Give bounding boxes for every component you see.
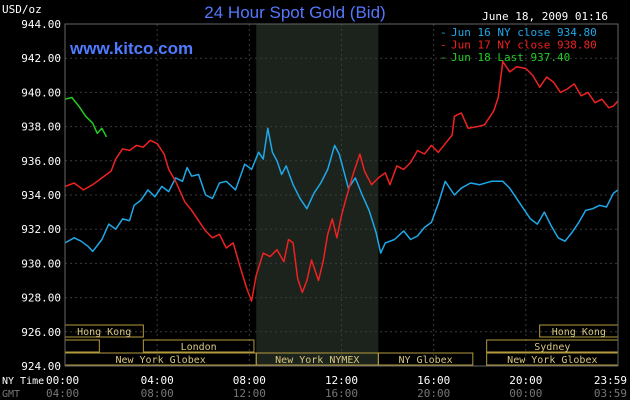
legend-entry: Jun 18 Last 937.40 [451,51,570,64]
session-label: Sydney [534,342,570,353]
gmt-label: GMT [2,389,20,400]
x-tick-label-gmt: 16:00 [325,387,358,400]
y-tick-label: 940.00 [21,86,61,99]
legend-swatch: - [440,39,447,52]
x-tick-label-ny: 12:00 [325,374,358,387]
session-label: Hong Kong [552,327,606,338]
ny-time-label: NY Time [2,376,44,387]
y-unit-label: USD/oz [2,3,42,16]
series-layer [64,60,619,302]
plot-border [64,23,619,367]
y-tick-label: 942.00 [21,52,61,65]
legend-swatch: - [440,51,447,64]
y-tick-label: 932.00 [21,223,61,236]
series-line-2 [64,96,108,138]
legend-swatch: - [440,26,447,39]
y-tick-label: 926.00 [21,326,61,339]
series-line-1 [64,60,619,302]
x-tick-label-ny: 20:00 [509,374,542,387]
x-tick-label-gmt: 00:00 [509,387,542,400]
x-tick-label-ny: 23:59 [594,374,627,387]
x-tick-label-ny: 08:00 [233,374,266,387]
y-tick-label: 938.00 [21,121,61,134]
series-line-0 [64,127,619,254]
x-tick-label-gmt: 04:00 [46,387,79,400]
y-tick-label: 924.00 [21,360,61,373]
session-label: London [181,342,217,353]
legend-entry: Jun 17 NY close 938.80 [451,39,597,52]
session-label: NY Globex [399,355,453,366]
x-tick-label-gmt: 20:00 [417,387,450,400]
session-label: New York Globex [115,355,205,366]
y-tick-label: 936.00 [21,155,61,168]
legend-entry: Jun 16 NY close 934.80 [451,26,597,39]
timestamp: June 18, 2009 01:16 [482,10,608,23]
legend: - Jun 16 NY close 934.80- Jun 17 NY close … [440,26,597,64]
x-tick-label-gmt: 03:59 [594,387,627,400]
session-label: New York Globex [507,355,597,366]
x-tick-label-ny: 04:00 [141,374,174,387]
x-tick-label-gmt: 08:00 [141,387,174,400]
y-tick-label: 944.00 [21,18,61,31]
session-box [142,339,255,353]
y-tick-label: 934.00 [21,189,61,202]
session-box [377,352,474,366]
axes: 944.00 942.00 940.00 938.00 936.00 934.00 932.… [21,18,627,400]
chart-title: 24 Hour Spot Gold (Bid) [204,3,385,22]
session-label: New York NYMEX [275,355,359,366]
session-label: Hong Kong [77,327,131,338]
x-tick-label-ny: 16:00 [417,374,450,387]
x-tick-label-ny: 00:00 [46,374,79,387]
y-tick-label: 930.00 [21,257,61,270]
site-watermark: www.kitco.com [69,39,193,58]
plot-area [65,23,618,367]
x-tick-label-gmt: 12:00 [233,387,266,400]
y-tick-label: 928.00 [21,292,61,305]
